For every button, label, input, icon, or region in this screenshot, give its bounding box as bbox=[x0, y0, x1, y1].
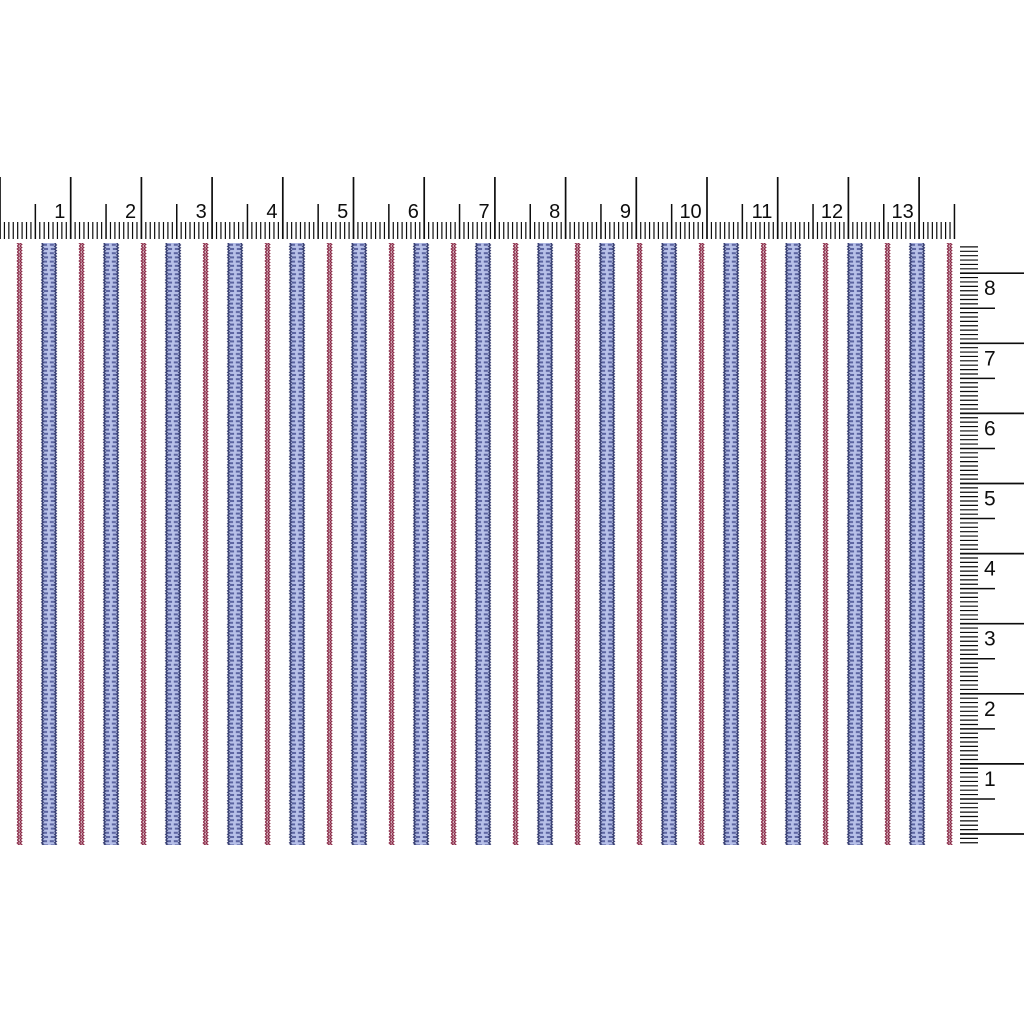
svg-text:4: 4 bbox=[984, 558, 996, 581]
svg-text:13: 13 bbox=[892, 201, 914, 223]
svg-text:6: 6 bbox=[408, 201, 419, 223]
svg-text:2: 2 bbox=[125, 201, 136, 223]
svg-text:7: 7 bbox=[478, 201, 489, 223]
svg-text:8: 8 bbox=[984, 277, 996, 300]
svg-text:9: 9 bbox=[620, 201, 631, 223]
svg-text:5: 5 bbox=[337, 201, 348, 223]
svg-text:12: 12 bbox=[821, 201, 843, 223]
svg-text:2: 2 bbox=[984, 698, 996, 721]
svg-text:6: 6 bbox=[984, 417, 996, 440]
svg-text:10: 10 bbox=[679, 201, 701, 223]
svg-text:1: 1 bbox=[54, 201, 65, 223]
svg-text:11: 11 bbox=[752, 201, 773, 223]
svg-text:3: 3 bbox=[196, 201, 207, 223]
svg-text:3: 3 bbox=[984, 628, 996, 651]
svg-text:4: 4 bbox=[266, 201, 277, 223]
svg-text:7: 7 bbox=[984, 347, 996, 370]
svg-text:1: 1 bbox=[984, 768, 996, 791]
svg-text:5: 5 bbox=[984, 488, 996, 511]
svg-text:8: 8 bbox=[549, 201, 560, 223]
